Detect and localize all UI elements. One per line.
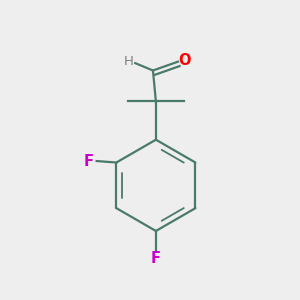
Text: F: F xyxy=(84,154,94,169)
Text: O: O xyxy=(178,53,191,68)
Text: H: H xyxy=(124,55,134,68)
Text: F: F xyxy=(151,251,161,266)
